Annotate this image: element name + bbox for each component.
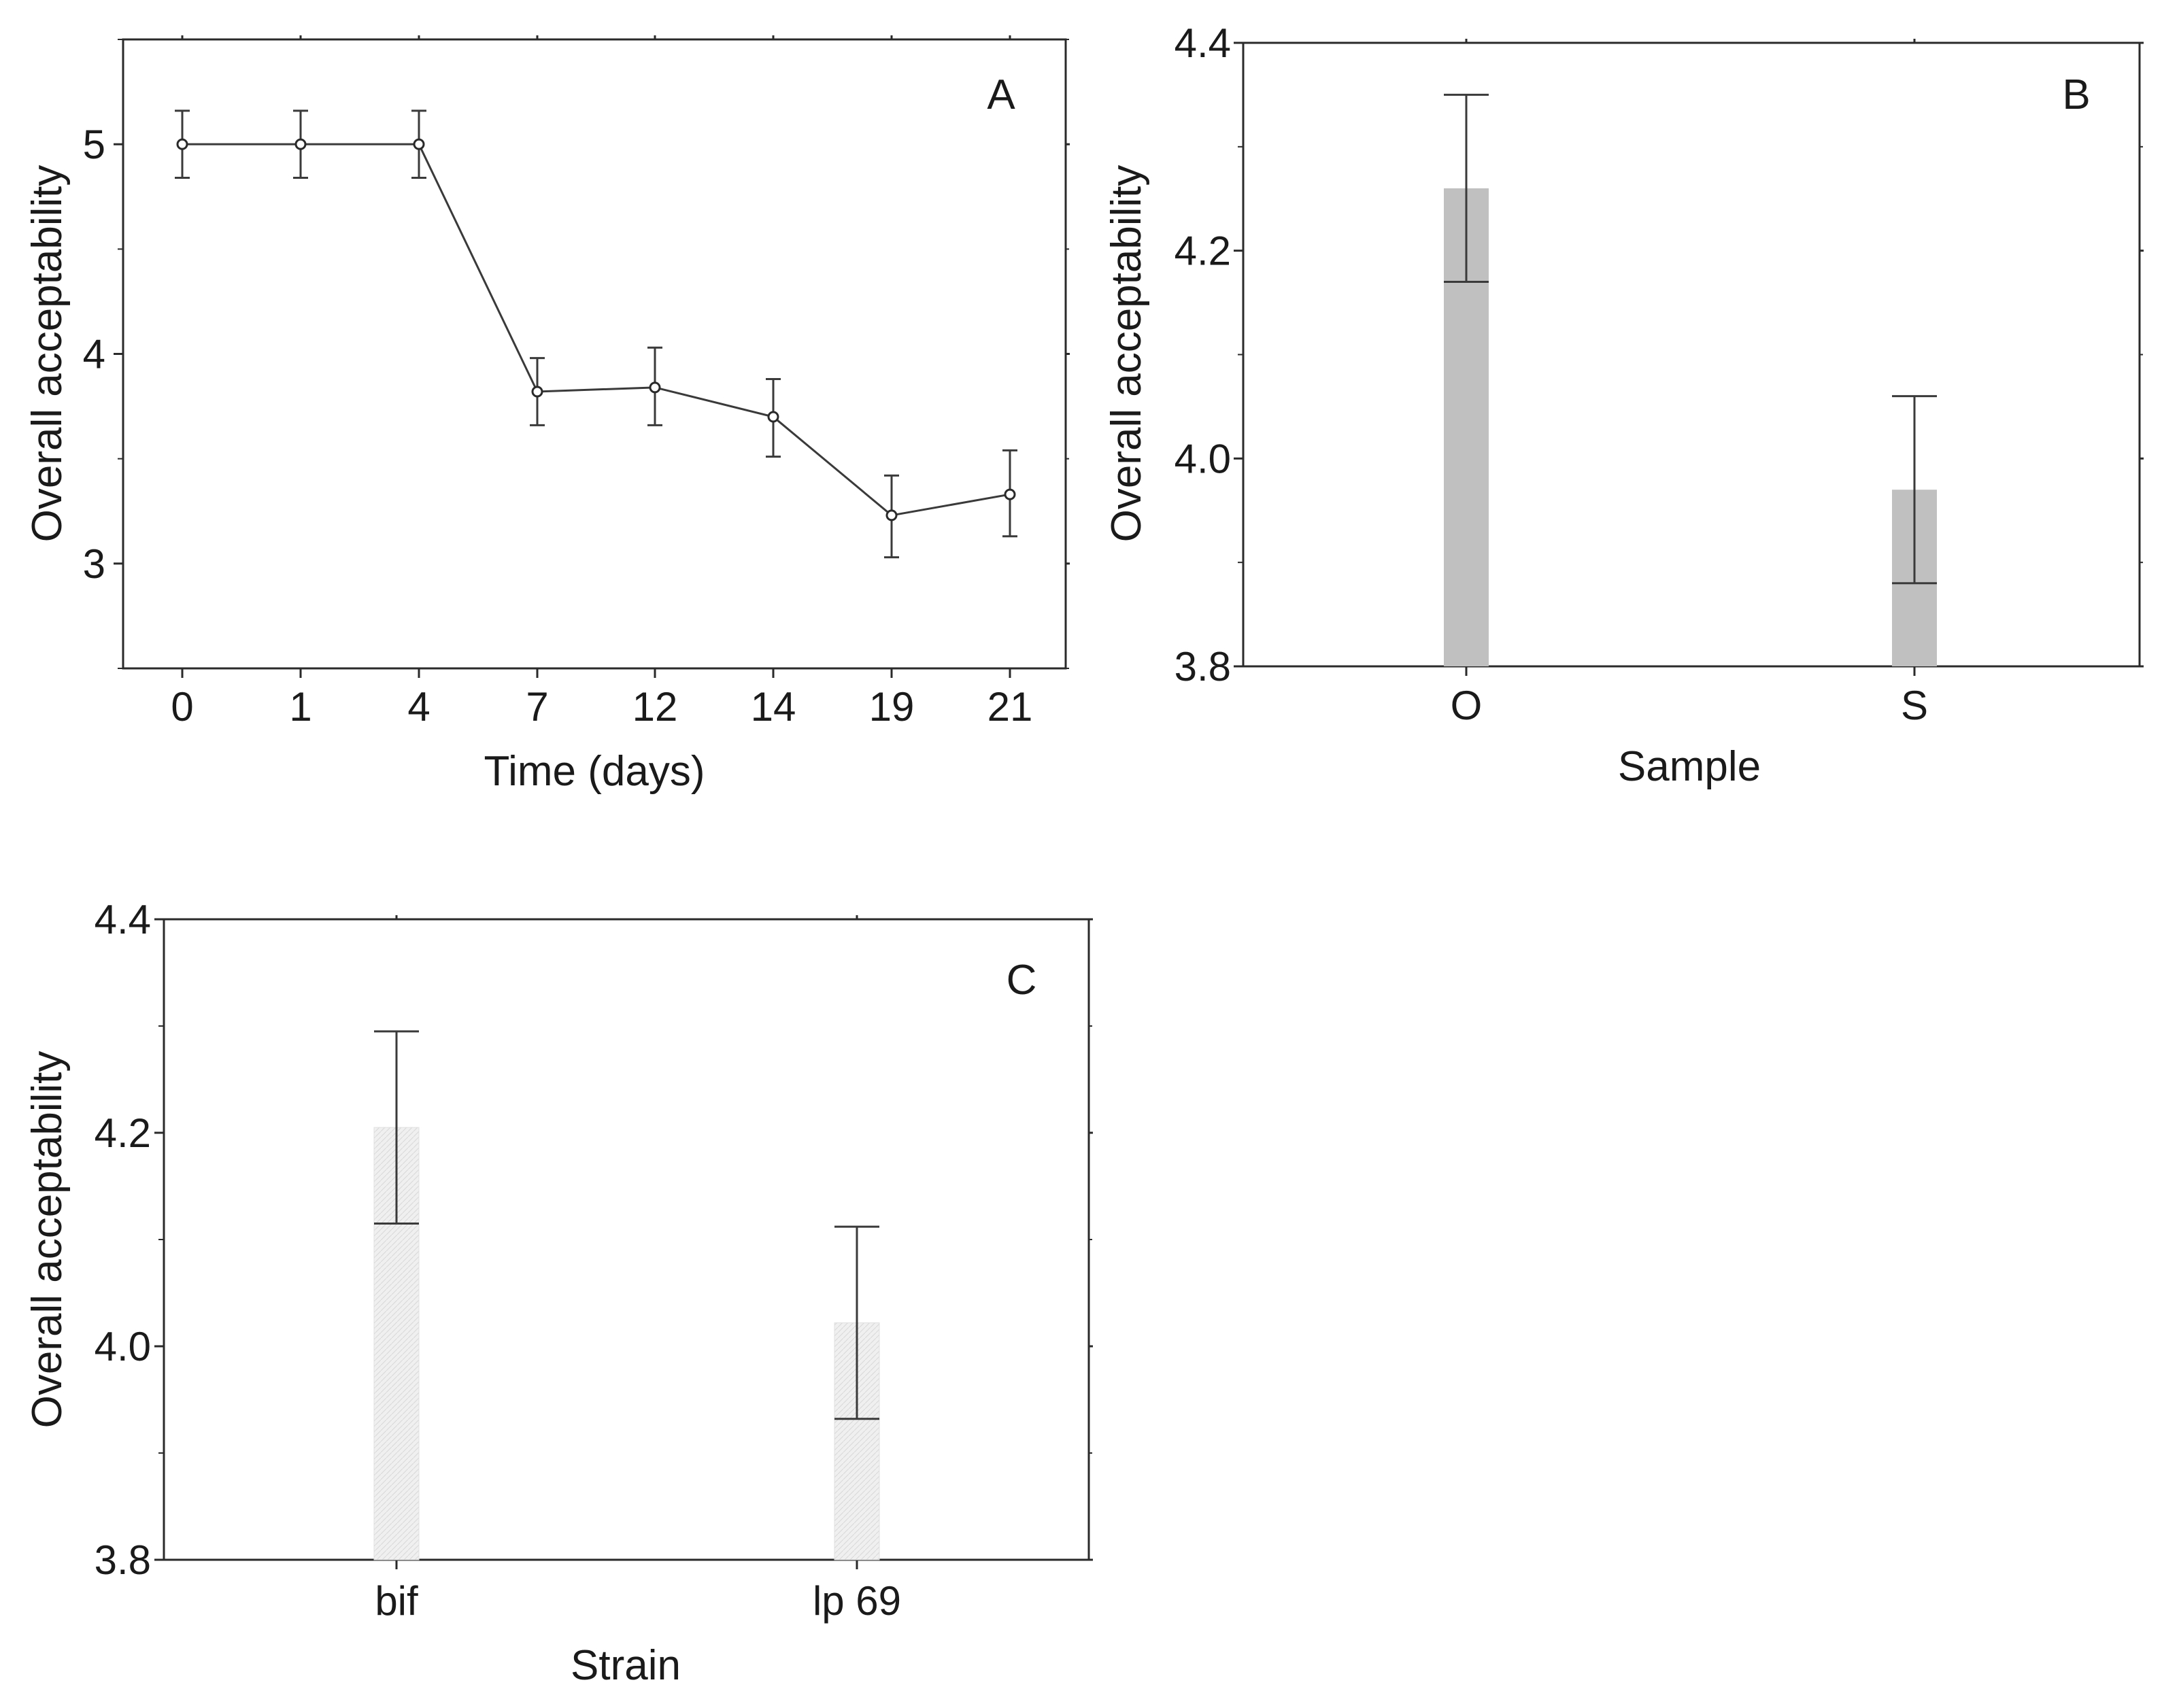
panel-b-letter: B <box>2062 71 2090 118</box>
panel-c-plot-frame <box>163 918 1090 1561</box>
panel-b-x-axis-title: Sample <box>1618 743 1761 790</box>
panel-a-y-axis-title: Overall acceptability <box>24 165 71 543</box>
panel-c-marks <box>373 1030 880 1560</box>
panel-a-x-tick-label: 7 <box>526 684 548 730</box>
panel-a-x-tick-label: 1 <box>289 684 311 730</box>
panel-b-y-tick-label: 4.4 <box>1175 20 1231 66</box>
panel-a-data-point <box>767 411 779 423</box>
panel-c-ticks: 3.8 4.0 4.2 4.4 bif lp 69 <box>95 897 1093 1624</box>
panel-a-data-point <box>649 381 661 394</box>
panel-a-data-point <box>413 138 425 150</box>
panel-a-marks <box>175 109 1017 559</box>
panel-a-y-tick-label: 4 <box>83 332 105 377</box>
panel-c-letter: C <box>1007 957 1037 1004</box>
panel-a-x-tick-label: 0 <box>171 684 193 730</box>
panel-a-y-tick-label: 3 <box>83 541 105 587</box>
panel-c-y-tick-label: 4.0 <box>95 1324 151 1369</box>
panel-a-x-tick-label: 14 <box>751 684 796 730</box>
panel-a-data-point <box>531 386 543 398</box>
panel-c-y-tick-label: 4.2 <box>95 1110 151 1156</box>
panel-c-y-axis-title: Overall acceptability <box>24 1051 71 1429</box>
panel-b-y-tick-label: 4.0 <box>1175 436 1231 481</box>
panel-a-data-point <box>294 138 307 150</box>
panel-b-plot-frame <box>1242 41 2141 668</box>
panel-a-y-tick-label: 5 <box>83 122 105 167</box>
panel-c-x-tick-label: lp 69 <box>813 1578 901 1624</box>
panel-c-y-tick-label: 3.8 <box>95 1537 151 1583</box>
panel-a-x-axis-title: Time (days) <box>484 748 705 795</box>
panel-b-ticks: 3.8 4.0 4.2 4.4 O S <box>1175 20 2144 728</box>
panel-a-x-tick-label: 12 <box>632 684 678 730</box>
panel-b-y-tick-label: 4.2 <box>1175 228 1231 274</box>
panel-b-y-tick-label: 3.8 <box>1175 644 1231 689</box>
panel-a-line-chart: A Time (days) Overall acceptability 3 4 5 0… <box>24 35 1070 795</box>
panel-b-x-tick-label: S <box>1901 683 1928 728</box>
panel-a-letter: A <box>987 71 1015 118</box>
panel-a-data-point <box>885 509 898 522</box>
panel-b-bar-chart: B Sample Overall acceptability 3.8 4.0 4.2… <box>1103 20 2144 790</box>
panel-c-bar-chart: C Strain Overall acceptability 3.8 4.0 4.2… <box>24 897 1093 1689</box>
panel-a-x-tick-label: 21 <box>987 684 1033 730</box>
panel-c-x-tick-label: bif <box>375 1578 418 1624</box>
panel-c-y-tick-label: 4.4 <box>95 897 151 942</box>
panel-b-y-axis-title: Overall acceptability <box>1103 165 1150 543</box>
panel-b-marks <box>1444 93 1937 666</box>
panel-c-x-axis-title: Strain <box>571 1642 681 1689</box>
panel-a-plot-frame <box>122 38 1067 670</box>
panel-a-data-point <box>1004 488 1016 500</box>
panel-a-series-line <box>182 143 1011 517</box>
panel-a-x-tick-label: 19 <box>869 684 915 730</box>
panel-a-data-point <box>176 138 188 150</box>
panel-a-x-tick-label: 4 <box>407 684 430 730</box>
panel-b-x-tick-label: O <box>1451 683 1483 728</box>
